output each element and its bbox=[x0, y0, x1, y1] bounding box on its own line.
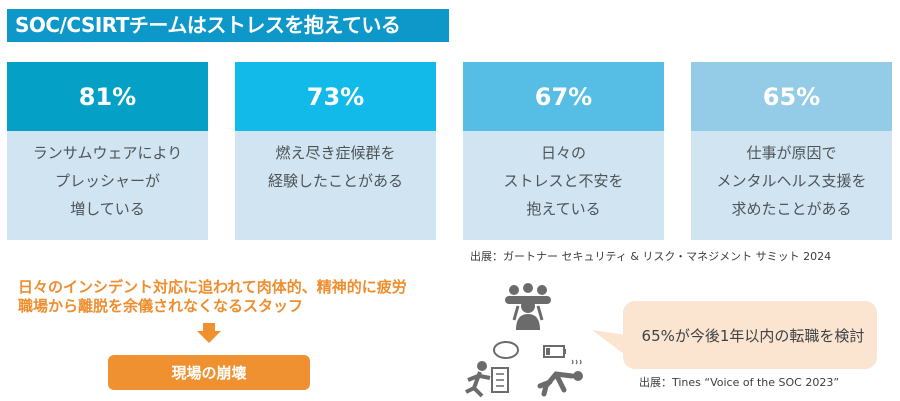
stat-percent: 73% bbox=[235, 62, 436, 131]
stat-percent: 81% bbox=[7, 62, 208, 131]
result-box: 現場の崩壊 bbox=[108, 355, 310, 390]
stat-percent: 67% bbox=[463, 62, 664, 131]
exhausted-person-icon bbox=[537, 345, 583, 397]
stat-description: 燃え尽き症候群を 経験したことがある bbox=[267, 144, 403, 190]
stat-card: 65% 仕事が原因で メンタルヘルス支援を 求めたことがある bbox=[691, 62, 892, 240]
stat-description: 日々の ストレスと不安を 抱えている bbox=[503, 144, 624, 218]
consequence-text: 日々のインシデント対応に追われて肉体的、精神的に疲労 職場から離脱を余儀されなく… bbox=[18, 278, 407, 315]
stat-card: 73% 燃え尽き症候群を 経験したことがある bbox=[235, 62, 436, 240]
stat-description: 仕事が原因で メンタルヘルス支援を 求めたことがある bbox=[716, 144, 867, 218]
stat-percent: 65% bbox=[691, 62, 892, 131]
down-arrow-icon bbox=[197, 323, 221, 343]
bubble-text: 65%が今後1年以内の転職を検討 bbox=[641, 326, 865, 345]
overwhelmed-worker-icon bbox=[465, 341, 519, 398]
page-title: SOC/CSIRTチームはストレスを抱えている bbox=[7, 9, 449, 42]
stressed-staff-illustration bbox=[465, 283, 583, 398]
stressed-group-icon bbox=[505, 283, 551, 330]
source-citation-tines: 出展：Tines “Voice of the SOC 2023” bbox=[639, 376, 840, 389]
stat-description: ランサムウェアにより プレッシャーが 増している bbox=[32, 144, 183, 218]
stat-card: 67% 日々の ストレスと不安を 抱えている bbox=[463, 62, 664, 240]
speech-bubble-tail bbox=[592, 330, 632, 360]
stat-card: 81% ランサムウェアにより プレッシャーが 増している bbox=[7, 62, 208, 240]
speech-bubble: 65%が今後1年以内の転職を検討 bbox=[623, 301, 877, 369]
source-citation-gartner: 出展：ガートナー セキュリティ & リスク・マネジメント サミット 2024 bbox=[470, 250, 832, 263]
